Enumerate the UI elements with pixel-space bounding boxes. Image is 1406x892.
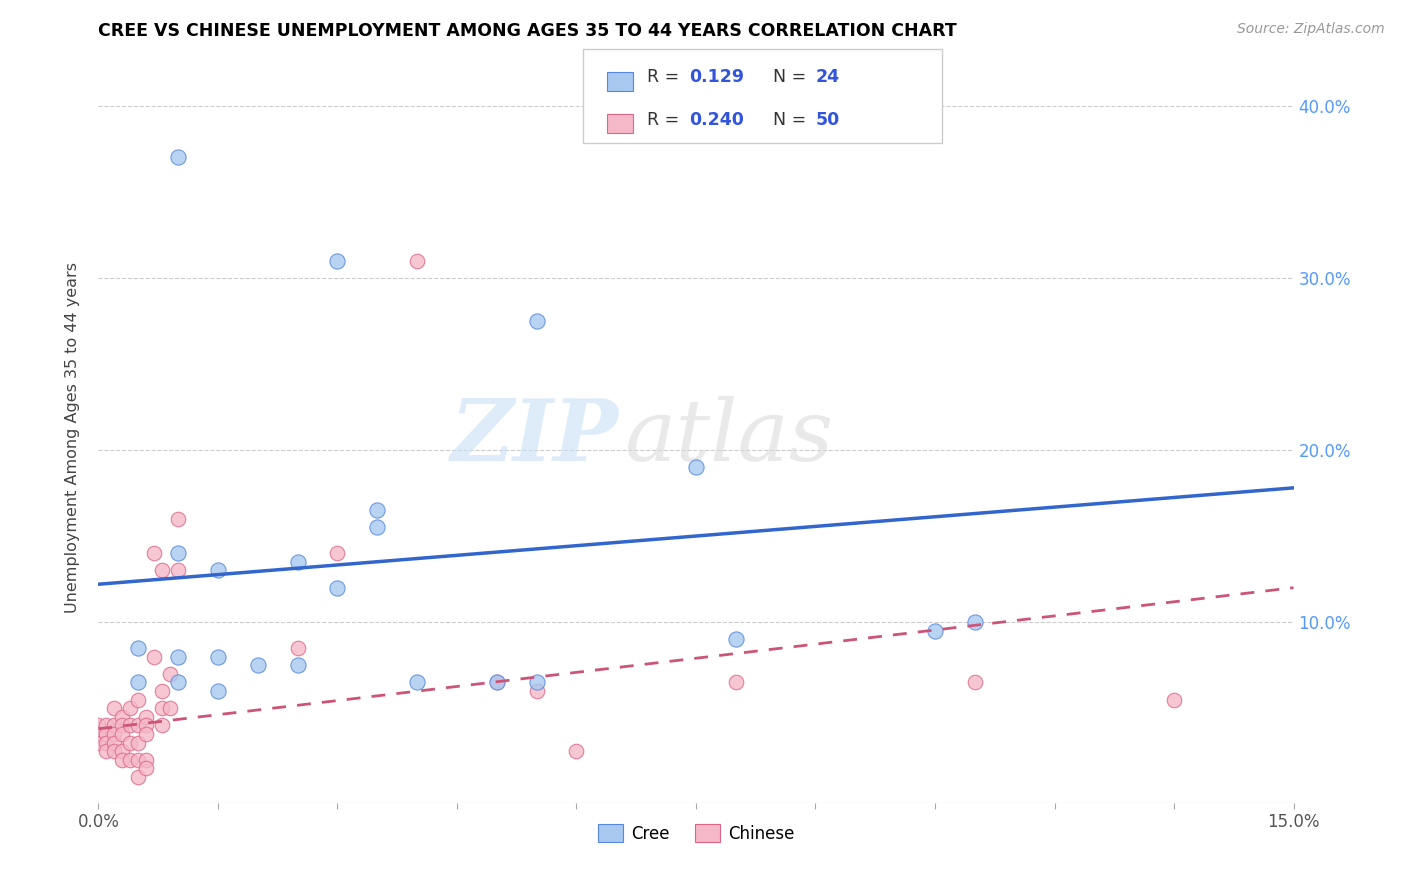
Text: R =: R = [647, 111, 685, 128]
Text: Source: ZipAtlas.com: Source: ZipAtlas.com [1237, 22, 1385, 37]
Text: 0.240: 0.240 [689, 111, 744, 128]
Point [963, 615, 986, 629]
Point [326, 546, 349, 560]
Text: CREE VS CHINESE UNEMPLOYMENT AMONG AGES 35 TO 44 YEARS CORRELATION CHART: CREE VS CHINESE UNEMPLOYMENT AMONG AGES … [98, 22, 957, 40]
Point [485, 675, 508, 690]
Point [127, 640, 149, 655]
Point [135, 753, 157, 767]
Point [111, 744, 134, 758]
Point [406, 253, 429, 268]
Point [96, 718, 118, 732]
Point [526, 675, 548, 690]
Point [724, 675, 747, 690]
Point [565, 744, 588, 758]
Text: R =: R = [647, 69, 685, 87]
Point [963, 675, 986, 690]
Text: N =: N = [773, 69, 813, 87]
Point [526, 684, 548, 698]
Point [366, 520, 388, 534]
Y-axis label: Unemployment Among Ages 35 to 44 years: Unemployment Among Ages 35 to 44 years [65, 261, 80, 613]
Point [1163, 692, 1185, 706]
Point [120, 753, 142, 767]
Text: 24: 24 [815, 69, 839, 87]
Point [127, 770, 149, 784]
Point [127, 675, 149, 690]
Point [127, 735, 149, 749]
Point [111, 727, 134, 741]
Point [526, 314, 548, 328]
Point [87, 727, 110, 741]
Point [96, 744, 118, 758]
Point [924, 624, 946, 638]
Point [111, 753, 134, 767]
Point [167, 150, 190, 164]
Point [120, 701, 142, 715]
Point [685, 460, 707, 475]
Point [135, 710, 157, 724]
Point [143, 649, 166, 664]
Point [159, 666, 181, 681]
Point [406, 675, 429, 690]
Point [287, 640, 309, 655]
Point [96, 735, 118, 749]
Point [150, 701, 173, 715]
Point [135, 718, 157, 732]
Point [207, 684, 229, 698]
Point [111, 710, 134, 724]
Point [96, 727, 118, 741]
Text: 0.129: 0.129 [689, 69, 744, 87]
Point [167, 564, 190, 578]
Point [287, 658, 309, 673]
Point [326, 253, 349, 268]
Point [127, 692, 149, 706]
Point [159, 701, 181, 715]
Point [135, 761, 157, 775]
Point [127, 718, 149, 732]
Point [246, 658, 269, 673]
Point [167, 649, 190, 664]
Point [150, 564, 173, 578]
Point [103, 727, 125, 741]
Point [150, 718, 173, 732]
Point [127, 753, 149, 767]
Text: ZIP: ZIP [450, 395, 619, 479]
Point [135, 727, 157, 741]
Text: N =: N = [773, 111, 813, 128]
Point [103, 718, 125, 732]
Point [143, 546, 166, 560]
Point [150, 684, 173, 698]
Point [207, 564, 229, 578]
Point [167, 546, 190, 560]
Text: atlas: atlas [624, 396, 834, 478]
Point [103, 701, 125, 715]
Text: 50: 50 [815, 111, 839, 128]
Point [724, 632, 747, 647]
Legend: Cree, Chinese: Cree, Chinese [591, 818, 801, 849]
Point [207, 649, 229, 664]
Point [167, 675, 190, 690]
Point [87, 718, 110, 732]
Point [111, 718, 134, 732]
Point [103, 744, 125, 758]
Point [120, 735, 142, 749]
Point [87, 735, 110, 749]
Point [366, 503, 388, 517]
Point [103, 735, 125, 749]
Point [287, 555, 309, 569]
Point [167, 512, 190, 526]
Point [326, 581, 349, 595]
Point [485, 675, 508, 690]
Point [120, 718, 142, 732]
